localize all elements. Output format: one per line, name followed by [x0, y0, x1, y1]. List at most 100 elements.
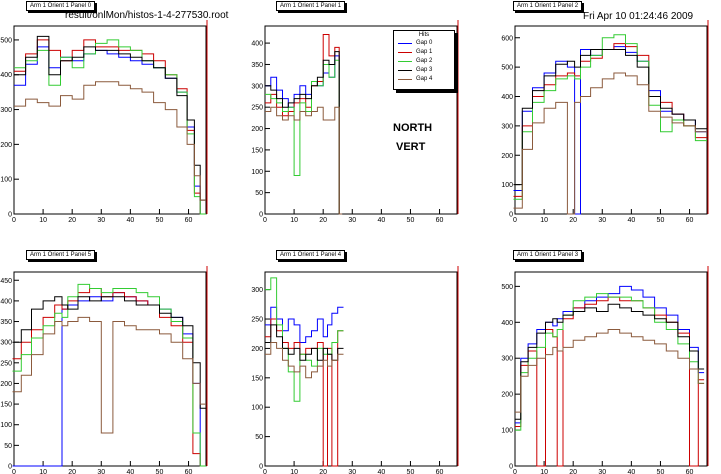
legend-label: Gap 1: [416, 49, 433, 55]
y-tick-label: 150: [251, 375, 263, 382]
x-tick-label: 30: [598, 217, 606, 224]
y-tick-label: 300: [0, 340, 12, 347]
panel-4: 0 10 20 30 40 50 60 0 50 100 150 200 250 300: [251, 266, 459, 474]
y-tick-label: 250: [251, 105, 263, 112]
x-tick-label: 30: [598, 469, 606, 474]
panel-2-title: Arm 1 Orient 1 Panel 2: [513, 1, 583, 11]
y-tick-label: 300: [251, 287, 263, 294]
x-tick-label: 0: [12, 217, 16, 224]
panel-4-title: Arm 1 Orient 1 Panel 4: [276, 250, 346, 260]
series-gap-3: [265, 51, 343, 215]
x-tick-label: 0: [263, 217, 267, 224]
y-tick-label: 300: [0, 107, 12, 114]
x-tick-label: 40: [126, 217, 134, 224]
y-tick-label: 400: [501, 94, 513, 101]
legend-swatch: [398, 52, 412, 53]
y-tick-label: 100: [501, 182, 513, 189]
y-tick-label: 300: [251, 83, 263, 90]
x-tick-label: 20: [319, 469, 327, 474]
x-tick-label: 0: [513, 469, 517, 474]
x-tick-label: 60: [185, 469, 193, 474]
x-tick-label: 10: [540, 217, 548, 224]
y-tick-label: 250: [251, 317, 263, 324]
y-tick-label: 300: [501, 123, 513, 130]
series-gap-4: [12, 316, 206, 434]
y-tick-label: 200: [501, 392, 513, 399]
x-tick-label: 20: [68, 217, 76, 224]
panel-0-title: Arm 1 Orient 1 Panel 0: [26, 1, 96, 11]
x-tick-label: 60: [686, 217, 694, 224]
x-tick-label: 10: [540, 469, 548, 474]
legend-label: Gap 0: [416, 40, 433, 46]
y-tick-label: 50: [255, 190, 263, 197]
series-gap-3: [265, 324, 344, 361]
x-tick-label: 50: [657, 469, 665, 474]
x-tick-label: 20: [569, 217, 577, 224]
north-label: NORTH: [393, 122, 433, 134]
panel-3-title: Arm 1 Orient 1 Panel 3: [513, 250, 583, 260]
legend-swatch: [398, 70, 412, 71]
x-tick-label: 50: [407, 217, 415, 224]
x-tick-label: 40: [627, 469, 635, 474]
series-gap-3: [513, 49, 707, 186]
x-tick-label: 60: [436, 469, 444, 474]
y-tick-label: 100: [0, 177, 12, 184]
legend-swatch: [398, 79, 412, 80]
legend-title: Hits: [418, 32, 430, 38]
y-tick-label: 450: [0, 278, 12, 285]
timestamp-label: Fri Apr 10 01:24:46 2009: [583, 11, 694, 22]
panel-0: 0 10 20 30 40 50 60 0 100 200 300 400 500: [0, 20, 208, 224]
y-tick-label: 350: [0, 319, 12, 326]
plot-frame: [514, 271, 708, 467]
plot-frame: [264, 271, 458, 467]
plot-frame: [13, 25, 207, 215]
y-tick-label: 100: [251, 169, 263, 176]
x-tick-label: 50: [156, 217, 164, 224]
legend-swatch: [398, 61, 412, 62]
plot-frame: [13, 271, 207, 467]
x-tick-label: 0: [12, 469, 16, 474]
y-tick-label: 150: [251, 147, 263, 154]
y-tick-label: 0: [8, 464, 12, 471]
panel-3: 0 10 20 30 40 50 60 0 50 100 150 200 250 300 350 400 450: [0, 266, 208, 474]
series-gap-4: [265, 106, 343, 215]
legend-entry-gap-0: Gap 0: [394, 39, 454, 48]
vert-label: VERT: [396, 141, 426, 153]
series-gap-2: [265, 59, 343, 215]
legend-label: Gap 4: [416, 76, 433, 82]
y-tick-label: 200: [501, 153, 513, 160]
legend-label: Gap 3: [416, 67, 433, 73]
x-tick-label: 20: [68, 469, 76, 474]
y-tick-label: 0: [8, 212, 12, 219]
x-tick-label: 60: [436, 217, 444, 224]
y-tick-label: 0: [509, 212, 513, 219]
y-tick-label: 400: [501, 320, 513, 327]
x-tick-label: 10: [290, 469, 298, 474]
y-tick-label: 50: [255, 434, 263, 441]
y-tick-label: 600: [501, 35, 513, 42]
x-tick-label: 50: [156, 469, 164, 474]
y-tick-label: 100: [251, 405, 263, 412]
legend-entry-gap-1: Gap 1: [394, 48, 454, 57]
y-tick-label: 200: [251, 126, 263, 133]
series-gap-3: [14, 35, 206, 201]
y-tick-label: 400: [251, 41, 263, 48]
series-gap-4: [515, 329, 705, 413]
y-tick-label: 500: [501, 284, 513, 291]
y-tick-label: 50: [4, 443, 12, 450]
x-tick-label: 10: [39, 217, 47, 224]
legend-entry-gap-4: Gap 4: [394, 75, 454, 84]
panel-5-title: Arm 1 Orient 1 Panel 5: [26, 250, 96, 260]
y-tick-label: 500: [501, 65, 513, 72]
x-tick-label: 30: [348, 469, 356, 474]
panel-5: 0 10 20 30 40 50 60 0 100 200 300 400 500: [501, 266, 709, 474]
y-tick-label: 400: [0, 298, 12, 305]
x-tick-label: 40: [377, 469, 385, 474]
y-tick-label: 400: [0, 72, 12, 79]
x-tick-label: 40: [126, 469, 134, 474]
x-tick-label: 40: [627, 217, 635, 224]
x-tick-label: 50: [657, 217, 665, 224]
x-tick-label: 30: [97, 469, 105, 474]
x-tick-label: 0: [263, 469, 267, 474]
